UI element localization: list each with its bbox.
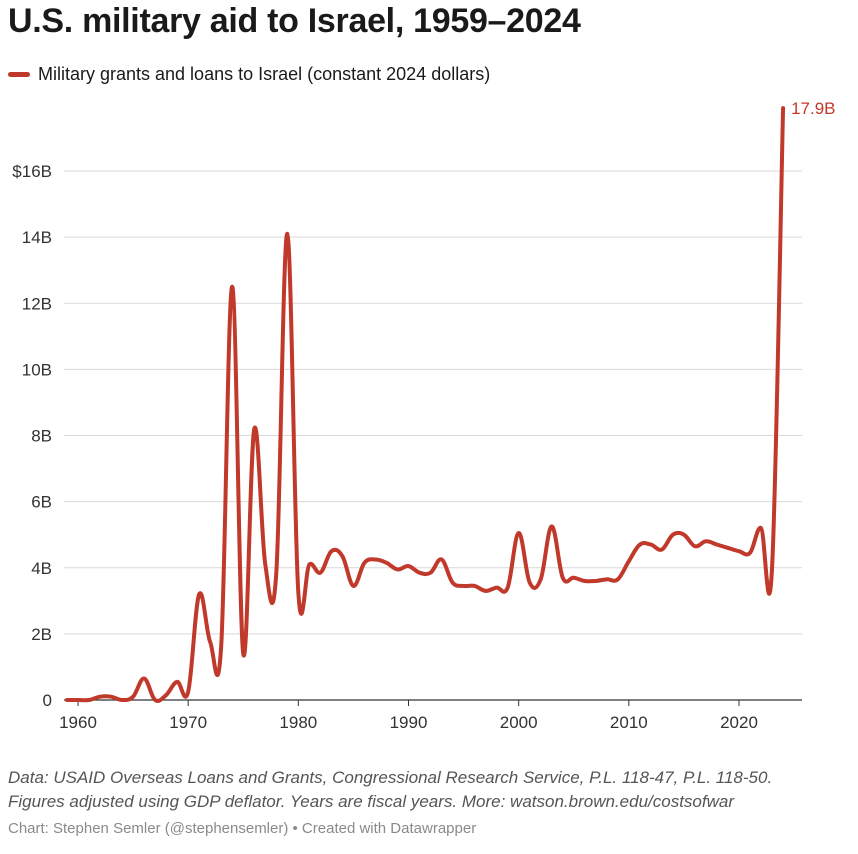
end-value-label: 17.9B (791, 99, 835, 118)
x-tick-label: 2010 (610, 713, 648, 732)
x-tick-label: 1960 (59, 713, 97, 732)
y-tick-label: 0 (43, 691, 52, 710)
source-note: Data: USAID Overseas Loans and Grants, C… (8, 766, 772, 814)
y-tick-label: 12B (22, 294, 52, 313)
legend: Military grants and loans to Israel (con… (8, 64, 490, 85)
y-tick-label: 10B (22, 360, 52, 379)
x-axis: 1960 1970 1980 1990 2000 2010 2020 (59, 699, 802, 732)
chart-credit: Chart: Stephen Semler (@stephensemler) •… (8, 820, 477, 837)
x-tick-label: 1970 (169, 713, 207, 732)
series-line (64, 106, 786, 703)
y-tick-label: 8B (31, 427, 52, 446)
series (64, 106, 786, 703)
legend-swatch (8, 72, 30, 77)
chart-title: U.S. military aid to Israel, 1959–2024 (8, 2, 581, 40)
y-tick-label: 6B (31, 493, 52, 512)
legend-label: Military grants and loans to Israel (con… (38, 64, 491, 84)
gridlines (64, 170, 802, 635)
source-note-line-1: Data: USAID Overseas Loans and Grants, C… (8, 768, 773, 787)
y-tick-label: 14B (22, 228, 52, 247)
source-note-line-2: Figures adjusted using GDP deflator. Yea… (8, 792, 734, 811)
y-tick-label: 4B (31, 559, 52, 578)
x-tick-label: 2020 (720, 713, 758, 732)
annotations: 17.9B (791, 99, 835, 118)
y-tick-label: 2B (31, 625, 52, 644)
y-tick-label: $16B (12, 162, 52, 181)
x-tick-label: 1980 (279, 713, 317, 732)
x-tick-label: 2000 (500, 713, 538, 732)
x-tick-label: 1990 (390, 713, 428, 732)
y-tick-labels: 0 2B 4B 6B 8B 10B 12B 14B $16B (12, 162, 52, 710)
line-chart: 0 2B 4B 6B 8B 10B 12B 14B $16B 1960 1970 1980 1990 2… (12, 99, 835, 732)
